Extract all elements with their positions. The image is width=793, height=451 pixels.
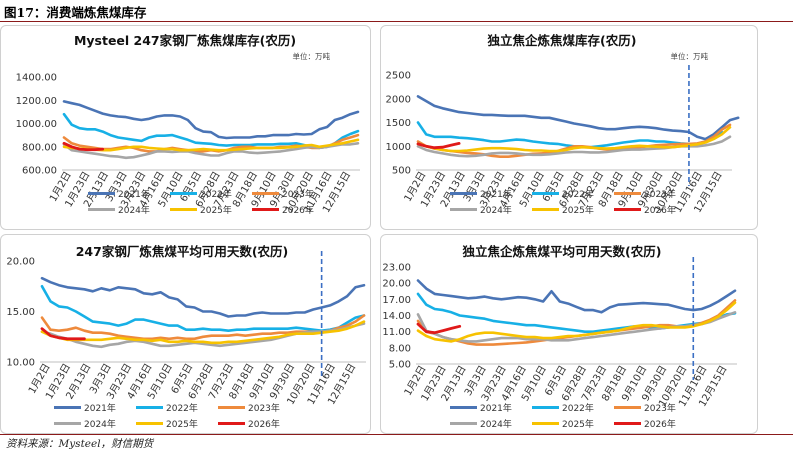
series-line-2021 bbox=[416, 279, 737, 314]
legend-label: 2023年 bbox=[282, 188, 314, 200]
legend-label: 2026年 bbox=[644, 418, 676, 430]
unit-label: 单位：万吨 bbox=[293, 51, 331, 61]
chart-svg: Mysteel 247家钢厂炼焦煤库存(农历) 单位：万吨 1400.00 1200.… bbox=[16, 33, 360, 216]
series-line-2026 bbox=[416, 322, 462, 335]
source-note: 资料来源：Mysteel，财信期货 bbox=[6, 438, 154, 450]
series-line-2022 bbox=[416, 121, 724, 149]
series-line-2025 bbox=[62, 138, 360, 152]
legend-label: 2024年 bbox=[118, 204, 150, 216]
y-tick-label: 500 bbox=[392, 166, 411, 177]
series-line-2025 bbox=[416, 126, 732, 153]
legend-label: 2022年 bbox=[562, 402, 594, 414]
panel-frame bbox=[380, 25, 758, 230]
y-tick-label: 8.00 bbox=[389, 343, 411, 354]
panel-frame bbox=[0, 234, 371, 434]
y-tick-label: 5.00 bbox=[389, 360, 411, 371]
legend-label: 2026年 bbox=[282, 204, 314, 216]
chart-panel-steel-inventory: Mysteel 247家钢厂炼焦煤库存(农历) 单位：万吨 1400.00 1200.… bbox=[0, 25, 371, 230]
legend-label: 2023年 bbox=[248, 402, 280, 414]
chart-svg: 独立焦企炼焦煤平均可用天数(农历) 23.00 20.00 17.00 14.00 11.… bbox=[382, 244, 737, 430]
series-line-2025 bbox=[40, 320, 366, 345]
chart-svg: 独立焦企炼焦煤库存(农历)单位：万吨25002000150010005001月2… bbox=[386, 33, 740, 216]
legend-label: 2022年 bbox=[166, 402, 198, 414]
chart-panel-coking-days: 独立焦企炼焦煤平均可用天数(农历) 23.00 20.00 17.00 14.00 11.… bbox=[380, 234, 758, 434]
chart-title: Mysteel 247家钢厂炼焦煤库存(农历) bbox=[74, 33, 296, 48]
y-tick-label: 23.00 bbox=[382, 263, 411, 274]
legend-label: 2025年 bbox=[166, 418, 198, 430]
y-tick-label: 2500 bbox=[386, 71, 411, 82]
legend-label: 2026年 bbox=[644, 204, 676, 216]
y-tick-label: 15.00 bbox=[6, 307, 35, 318]
series-line-2026 bbox=[62, 141, 105, 152]
legend-label: 2025年 bbox=[562, 418, 594, 430]
figure-title: 图17：消费端炼焦煤库存 bbox=[4, 5, 147, 20]
y-tick-label: 1000.00 bbox=[16, 119, 57, 130]
chart-svg: 247家钢厂炼焦煤平均可用天数(农历)20.0015.0010.001月2日1月… bbox=[6, 244, 366, 430]
legend-label: 2024年 bbox=[480, 418, 512, 430]
legend-label: 2021年 bbox=[118, 188, 150, 200]
legend-label: 2021年 bbox=[84, 402, 116, 414]
series-line-2021 bbox=[40, 276, 366, 318]
series-line-2026 bbox=[416, 142, 461, 150]
y-tick-label: 1200.00 bbox=[16, 96, 57, 107]
chart-title: 独立焦企炼焦煤平均可用天数(农历) bbox=[462, 244, 662, 259]
chart-title: 独立焦企炼焦煤库存(农历) bbox=[487, 33, 637, 48]
series-line-2021 bbox=[62, 100, 360, 140]
legend-label: 2025年 bbox=[200, 204, 232, 216]
y-tick-label: 11.00 bbox=[382, 327, 411, 338]
legend-label: 2022年 bbox=[200, 188, 232, 200]
chart-panel-steel-days: 247家钢厂炼焦煤平均可用天数(农历) 20.00 15.00 10.00 1月2日 1月… bbox=[0, 234, 371, 434]
panel-frame bbox=[0, 25, 371, 230]
bottom-rule bbox=[0, 434, 793, 435]
legend-label: 2024年 bbox=[480, 204, 512, 216]
legend-label: 2023年 bbox=[644, 188, 676, 200]
series-line-2022 bbox=[40, 284, 366, 332]
legend-label: 2023年 bbox=[644, 402, 676, 414]
series-line-2024 bbox=[40, 322, 366, 349]
y-tick-label: 600.00 bbox=[22, 166, 57, 177]
series-line-2021 bbox=[416, 95, 740, 141]
y-tick-label: 10.00 bbox=[6, 358, 35, 369]
y-tick-label: 1400.00 bbox=[16, 73, 57, 84]
series-line-2026 bbox=[40, 327, 86, 341]
y-tick-label: 20.00 bbox=[382, 279, 411, 290]
legend-label: 2021年 bbox=[480, 188, 512, 200]
y-tick-label: 14.00 bbox=[382, 311, 411, 322]
legend-label: 2025年 bbox=[562, 204, 594, 216]
y-tick-label: 2000 bbox=[386, 94, 411, 105]
y-tick-label: 800.00 bbox=[22, 142, 57, 153]
series-line-2023 bbox=[416, 123, 732, 158]
panel-frame bbox=[380, 234, 758, 434]
legend-label: 2022年 bbox=[562, 188, 594, 200]
y-tick-label: 17.00 bbox=[382, 295, 411, 306]
legend-label: 2026年 bbox=[248, 418, 280, 430]
y-tick-label: 20.00 bbox=[6, 257, 35, 268]
y-tick-label: 1000 bbox=[386, 142, 411, 153]
unit-label: 单位：万吨 bbox=[671, 51, 709, 61]
series-line-2025 bbox=[416, 301, 737, 343]
legend-label: 2021年 bbox=[480, 402, 512, 414]
chart-panel-coking-inventory: 独立焦企炼焦煤库存(农历) 单位：万吨 2500 2000 1500 1000 500 1月2… bbox=[380, 25, 758, 230]
chart-title: 247家钢厂炼焦煤平均可用天数(农历) bbox=[76, 244, 289, 259]
series-line-2024 bbox=[62, 142, 360, 160]
y-tick-label: 1500 bbox=[386, 118, 411, 129]
title-rule bbox=[0, 21, 793, 22]
legend-label: 2024年 bbox=[84, 418, 116, 430]
